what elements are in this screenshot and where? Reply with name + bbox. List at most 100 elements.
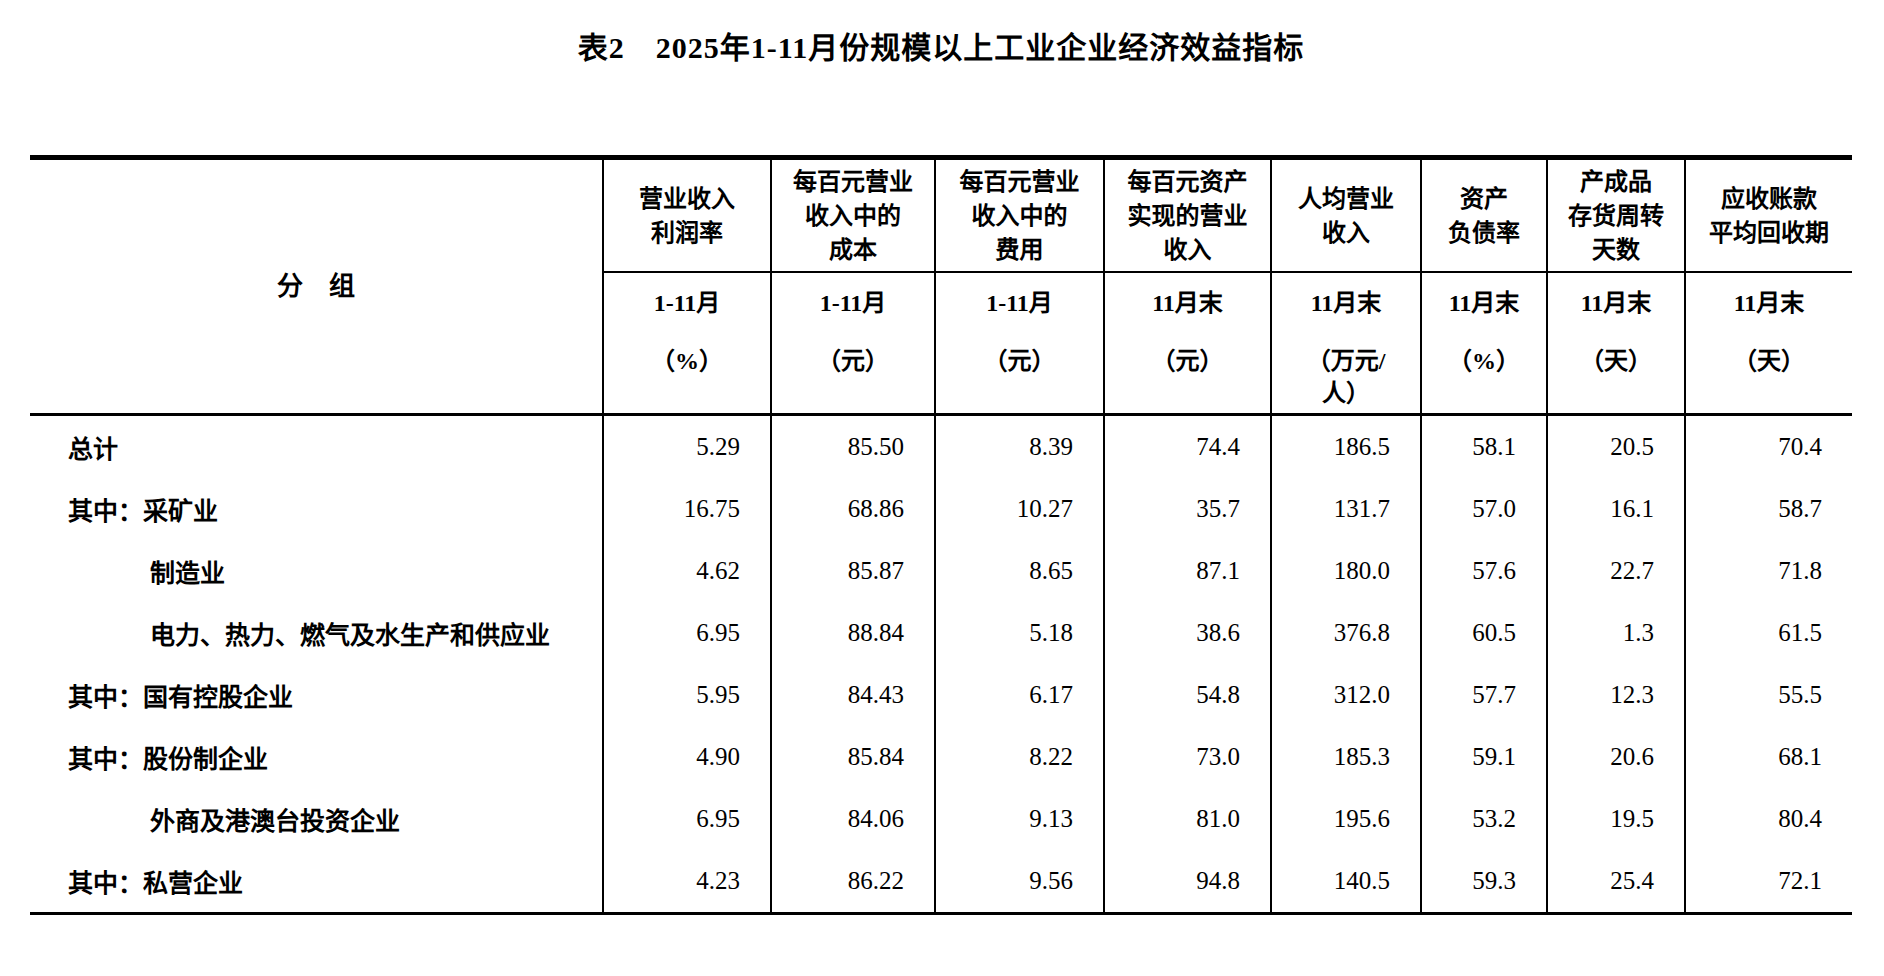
- cell-value: 1.3: [1547, 602, 1685, 664]
- cell-value: 140.5: [1271, 850, 1421, 914]
- cell-value: 53.2: [1421, 788, 1547, 850]
- cell-value: 19.5: [1547, 788, 1685, 850]
- cell-value: 58.1: [1421, 415, 1547, 479]
- row-label: 其中：国有控股企业: [30, 664, 603, 726]
- cell-value: 5.95: [603, 664, 771, 726]
- cell-value: 38.6: [1104, 602, 1271, 664]
- column-header-asset-liability-ratio: 资产 负债率: [1421, 158, 1547, 273]
- subheader-asset-liability-ratio: 11月末 （%）: [1421, 272, 1547, 415]
- column-header-group: 分 组: [30, 158, 603, 415]
- unit-label: （元）: [1152, 345, 1224, 377]
- cell-value: 59.1: [1421, 726, 1547, 788]
- cell-value: 87.1: [1104, 540, 1271, 602]
- cell-value: 70.4: [1685, 415, 1852, 479]
- table-row-manufacturing: 制造业 4.62 85.87 8.65 87.1 180.0 57.6 22.7…: [30, 540, 1852, 602]
- period-label: 1-11月: [654, 287, 721, 319]
- cell-value: 180.0: [1271, 540, 1421, 602]
- subheader-inventory-turnover-days: 11月末 （天）: [1547, 272, 1685, 415]
- cell-value: 8.22: [935, 726, 1104, 788]
- cell-value: 61.5: [1685, 602, 1852, 664]
- table-row-utilities: 电力、热力、燃气及水生产和供应业 6.95 88.84 5.18 38.6 37…: [30, 602, 1852, 664]
- column-header-profit-rate: 营业收入 利润率: [603, 158, 771, 273]
- cell-value: 22.7: [1547, 540, 1685, 602]
- cell-value: 186.5: [1271, 415, 1421, 479]
- cell-value: 57.0: [1421, 478, 1547, 540]
- cell-value: 35.7: [1104, 478, 1271, 540]
- column-header-revenue-per-100-assets: 每百元资产 实现的营业 收入: [1104, 158, 1271, 273]
- cell-value: 71.8: [1685, 540, 1852, 602]
- cell-value: 85.50: [771, 415, 935, 479]
- unit-label: （%）: [1448, 345, 1520, 377]
- column-header-revenue-per-capita: 人均营业 收入: [1271, 158, 1421, 273]
- unit-label: （天）: [1733, 345, 1805, 377]
- cell-value: 4.23: [603, 850, 771, 914]
- unit-label: （万元/ 人）: [1307, 345, 1386, 409]
- cell-value: 57.7: [1421, 664, 1547, 726]
- cell-value: 84.43: [771, 664, 935, 726]
- cell-value: 25.4: [1547, 850, 1685, 914]
- cell-value: 54.8: [1104, 664, 1271, 726]
- table-body: 总计 5.29 85.50 8.39 74.4 186.5 58.1 20.5 …: [30, 415, 1852, 914]
- cell-value: 376.8: [1271, 602, 1421, 664]
- cell-value: 84.06: [771, 788, 935, 850]
- row-label: 总计: [30, 415, 603, 479]
- cell-value: 4.62: [603, 540, 771, 602]
- table-title: 表2 2025年1-11月份规模以上工业企业经济效益指标: [30, 28, 1852, 68]
- cell-value: 85.84: [771, 726, 935, 788]
- cell-value: 9.56: [935, 850, 1104, 914]
- cell-value: 16.1: [1547, 478, 1685, 540]
- cell-value: 68.1: [1685, 726, 1852, 788]
- cell-value: 57.6: [1421, 540, 1547, 602]
- row-label: 其中：股份制企业: [30, 726, 603, 788]
- cell-value: 131.7: [1271, 478, 1421, 540]
- cell-value: 6.17: [935, 664, 1104, 726]
- cell-value: 4.90: [603, 726, 771, 788]
- cell-value: 74.4: [1104, 415, 1271, 479]
- cell-value: 20.6: [1547, 726, 1685, 788]
- table-row-shareholding: 其中：股份制企业 4.90 85.84 8.22 73.0 185.3 59.1…: [30, 726, 1852, 788]
- cell-value: 16.75: [603, 478, 771, 540]
- cell-value: 73.0: [1104, 726, 1271, 788]
- subheader-revenue-per-100-assets: 11月末 （元）: [1104, 272, 1271, 415]
- row-label: 制造业: [30, 540, 603, 602]
- cell-value: 10.27: [935, 478, 1104, 540]
- cell-value: 20.5: [1547, 415, 1685, 479]
- column-header-inventory-turnover-days: 产成品 存货周转 天数: [1547, 158, 1685, 273]
- cell-value: 88.84: [771, 602, 935, 664]
- table-row-private: 其中：私营企业 4.23 86.22 9.56 94.8 140.5 59.3 …: [30, 850, 1852, 914]
- cell-value: 312.0: [1271, 664, 1421, 726]
- cell-value: 5.29: [603, 415, 771, 479]
- table-row-foreign-invested: 外商及港澳台投资企业 6.95 84.06 9.13 81.0 195.6 53…: [30, 788, 1852, 850]
- cell-value: 195.6: [1271, 788, 1421, 850]
- column-header-cost-per-100: 每百元营业 收入中的 成本: [771, 158, 935, 273]
- cell-value: 81.0: [1104, 788, 1271, 850]
- cell-value: 94.8: [1104, 850, 1271, 914]
- cell-value: 8.65: [935, 540, 1104, 602]
- period-label: 1-11月: [820, 287, 887, 319]
- cell-value: 58.7: [1685, 478, 1852, 540]
- period-label: 11月末: [1581, 287, 1652, 319]
- cell-value: 6.95: [603, 788, 771, 850]
- cell-value: 59.3: [1421, 850, 1547, 914]
- subheader-receivables-collection-period: 11月末 （天）: [1685, 272, 1852, 415]
- row-label: 外商及港澳台投资企业: [30, 788, 603, 850]
- cell-value: 55.5: [1685, 664, 1852, 726]
- row-label: 其中：私营企业: [30, 850, 603, 914]
- period-label: 11月末: [1311, 287, 1382, 319]
- row-label: 其中：采矿业: [30, 478, 603, 540]
- cell-value: 86.22: [771, 850, 935, 914]
- document-page: 表2 2025年1-11月份规模以上工业企业经济效益指标 分 组 营业收入 利润…: [0, 0, 1884, 976]
- period-label: 11月末: [1734, 287, 1805, 319]
- cell-value: 5.18: [935, 602, 1104, 664]
- cell-value: 185.3: [1271, 726, 1421, 788]
- table-row-mining: 其中：采矿业 16.75 68.86 10.27 35.7 131.7 57.0…: [30, 478, 1852, 540]
- cell-value: 6.95: [603, 602, 771, 664]
- period-label: 11月末: [1152, 287, 1223, 319]
- subheader-expense-per-100: 1-11月 （元）: [935, 272, 1104, 415]
- header-row-indicators: 分 组 营业收入 利润率 每百元营业 收入中的 成本 每百元营业 收入中的 费用…: [30, 158, 1852, 273]
- row-label: 电力、热力、燃气及水生产和供应业: [30, 602, 603, 664]
- column-header-receivables-collection-period: 应收账款 平均回收期: [1685, 158, 1852, 273]
- cell-value: 85.87: [771, 540, 935, 602]
- cell-value: 60.5: [1421, 602, 1547, 664]
- subheader-cost-per-100: 1-11月 （元）: [771, 272, 935, 415]
